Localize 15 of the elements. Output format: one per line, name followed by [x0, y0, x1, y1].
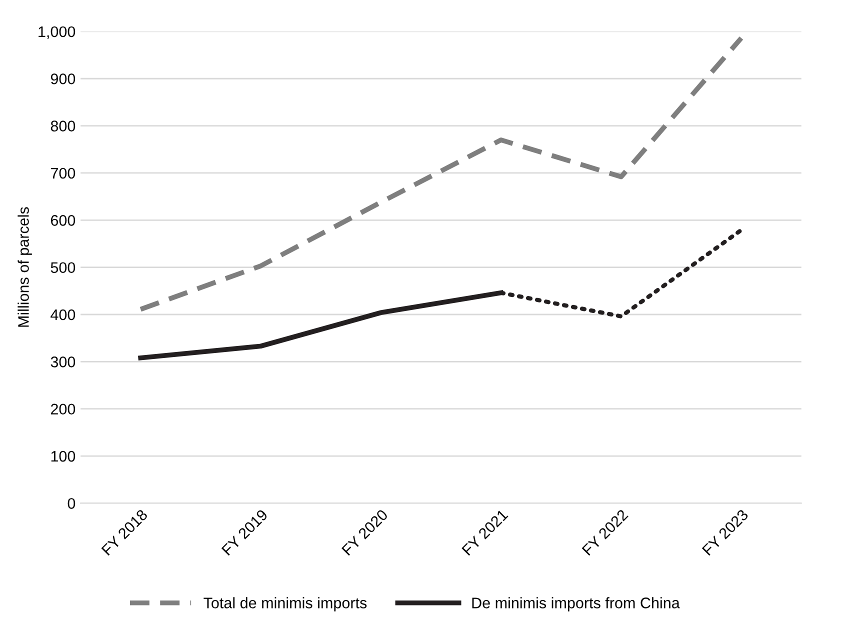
y-tick-label: 500	[50, 262, 76, 274]
legend-label: Total de minimis imports	[204, 597, 367, 612]
y-tick-label: 300	[50, 356, 76, 368]
y-tick-label: 900	[50, 73, 76, 84]
y-tick-label: 100	[51, 450, 76, 462]
legend-label: De minimis imports from China	[472, 597, 680, 612]
y-tick-label: 700	[50, 168, 76, 179]
y-axis-title: Millions of parcels	[18, 207, 32, 327]
y-tick-label: 1,000	[38, 26, 76, 39]
line-series	[138, 36, 744, 312]
y-tick-label: 400	[50, 309, 76, 320]
y-tick-label: 0	[68, 498, 76, 509]
y-tick-label: 800	[50, 120, 76, 132]
y-tick-label: 600	[50, 215, 76, 226]
y-tick-label: 200	[50, 404, 76, 415]
